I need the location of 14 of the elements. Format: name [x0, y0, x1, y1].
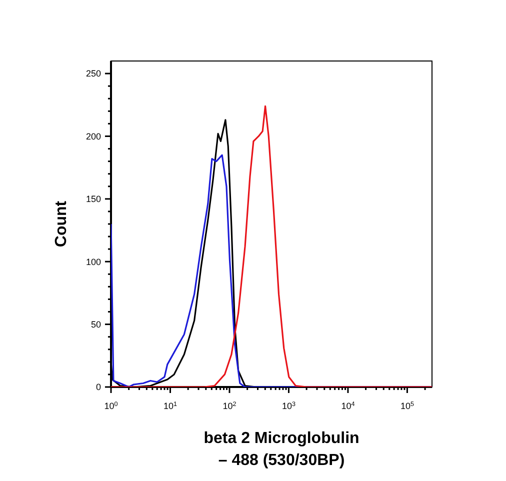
y-tick-label: 50	[90, 319, 101, 330]
x-axis-title: beta 2 Microglobulin – 488 (530/30BP)	[204, 430, 360, 469]
y-axis-title: Count	[53, 200, 70, 248]
x-tick-label: 10$^{2}$	[222, 400, 237, 411]
x-tick-label: 10$^{4}$	[341, 400, 356, 411]
y-tick-label: 250	[86, 68, 101, 79]
y-tick-label: 0	[96, 382, 101, 392]
y-tick-label: 200	[86, 131, 101, 142]
x-tick-label: 10$^{5}$	[400, 400, 414, 411]
y-tick-label: 100	[86, 256, 101, 267]
x-tick-label: 10$^{3}$	[282, 400, 296, 411]
y-tick-label: 150	[86, 194, 101, 204]
x-tick-label: 10$^{0}$	[104, 400, 118, 411]
x-tick-label: 10$^{1}$	[163, 400, 178, 411]
